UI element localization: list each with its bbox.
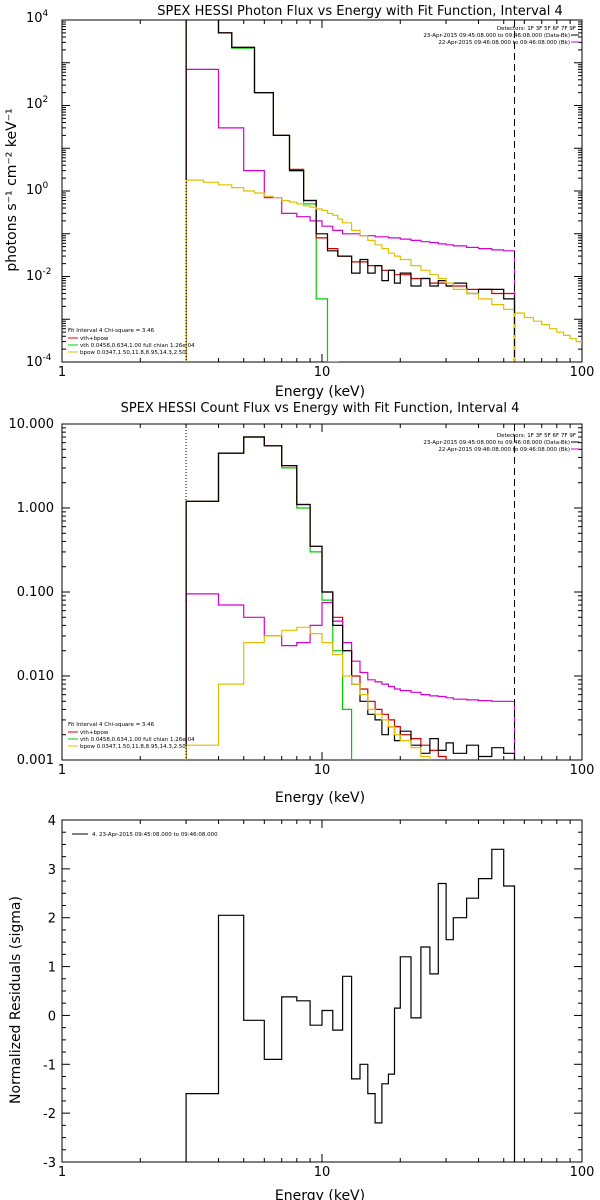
series-bpow [185, 626, 516, 760]
y-tick-label: -1 [43, 1058, 56, 1073]
y-tick-label: 2 [48, 912, 56, 927]
photon-flux-legend-fit: Fit Interval 4 Chi-square = 3.46 [68, 328, 155, 334]
photon-flux-legend-detectors: Detectors: 1F 3F 5F 6F 7F 9F [497, 26, 576, 32]
series-group [185, 436, 516, 760]
x-tick-label: 10 [314, 763, 331, 778]
count-flux-legend-bk: 22-Apr-2015 09:46:08.000 to 09:46:08.000… [438, 447, 570, 453]
series-group [185, 848, 516, 1162]
y-tick-label: 3 [48, 863, 56, 878]
photon-flux-ylabel: photons s⁻¹ cm⁻² keV⁻¹ [4, 108, 20, 271]
y-tick-label: 1 [48, 961, 56, 976]
count-flux-legend-vth: vth 0.0458,0.634,1.00 full chian 1.26e-0… [80, 737, 195, 743]
count-flux-ytick-label: 0.010 [17, 669, 54, 684]
photon-flux-legend-sum: vth+bpow [80, 336, 109, 342]
photon-flux-legend-data: 23-Apr-2015 09:45:08.000 to 09:46:08.000… [423, 33, 570, 39]
x-tick-label: 1 [58, 763, 66, 778]
x-tick-label: 1 [58, 365, 66, 380]
x-tick-label: 100 [570, 763, 595, 778]
count-flux-panel: SPEX HESSI Count Flux vs Energy with Fit… [9, 401, 595, 806]
photon-flux-legend-bk: 22-Apr-2015 09:46:08.000 to 09:46:08.000… [438, 40, 570, 46]
count-flux-ytick-label: 1.000 [17, 501, 54, 516]
y-tick-label: -2 [43, 1107, 56, 1122]
x-tick-label: 100 [570, 365, 595, 380]
count-flux-ytick-labels: 0.001 0.010 0.100 1.000 10.000 [9, 417, 55, 768]
count-flux-ytick-label: 0.001 [17, 753, 54, 768]
photon-flux-legend-bpow: bpow 0.0347,1.50,11.8,8.95,14.3,2.50 [80, 350, 186, 356]
series-bpow-tail [514, 312, 582, 343]
y-tick-label: -3 [43, 1156, 56, 1171]
series-residuals [185, 848, 516, 1162]
x-tick-label: 100 [570, 1165, 595, 1180]
photon-flux-xlabel: Energy (keV) [275, 384, 365, 400]
y-tick-label: 4 [48, 814, 56, 829]
count-flux-xlabel: Energy (keV) [275, 790, 365, 806]
series-total [185, 436, 516, 760]
count-flux-legend-detectors: Detectors: 1F 3F 5F 6F 7F 9F [497, 433, 576, 439]
count-flux-ytick-label: 0.100 [17, 585, 54, 600]
count-flux-legend-bpow: bpow 0.0347,1.50,11.8,8.95,14.3,2.50 [80, 744, 186, 750]
residuals-ylabel: Normalized Residuals (sigma) [8, 896, 24, 1104]
x-tick-label: 10 [314, 1165, 331, 1180]
count-flux-title: SPEX HESSI Count Flux vs Energy with Fit… [121, 401, 520, 416]
series-vth [185, 20, 516, 362]
series-total [185, 20, 516, 362]
count-flux-legend-sum: vth+bpow [80, 730, 109, 736]
photon-flux-legend-vth: vth 0.0458,0.634,1.00 full chian 1.26e-0… [80, 343, 195, 349]
series-background [185, 593, 516, 760]
count-flux-legend-fit: Fit Interval 4 Chi-square = 3.46 [68, 722, 155, 728]
count-flux-legend-data: 23-Apr-2015 09:45:08.000 to 09:46:08.000… [423, 440, 570, 446]
series-group [185, 20, 582, 362]
y-tick-label: 0 [48, 1009, 56, 1024]
count-flux-ytick-label: 10.000 [9, 417, 55, 432]
x-tick-label: 10 [314, 365, 331, 380]
x-tick-label: 1 [58, 1165, 66, 1180]
series-bpow [185, 179, 516, 362]
photon-flux-title: SPEX HESSI Photon Flux vs Energy with Fi… [157, 4, 563, 19]
residuals-legend: 4. 23-Apr-2015 09:45:08.000 to 09:46:08.… [92, 832, 218, 838]
residuals-panel: Energy (keV) Normalized Residuals (sigma… [8, 814, 594, 1200]
residuals-xlabel: Energy (keV) [275, 1188, 365, 1200]
